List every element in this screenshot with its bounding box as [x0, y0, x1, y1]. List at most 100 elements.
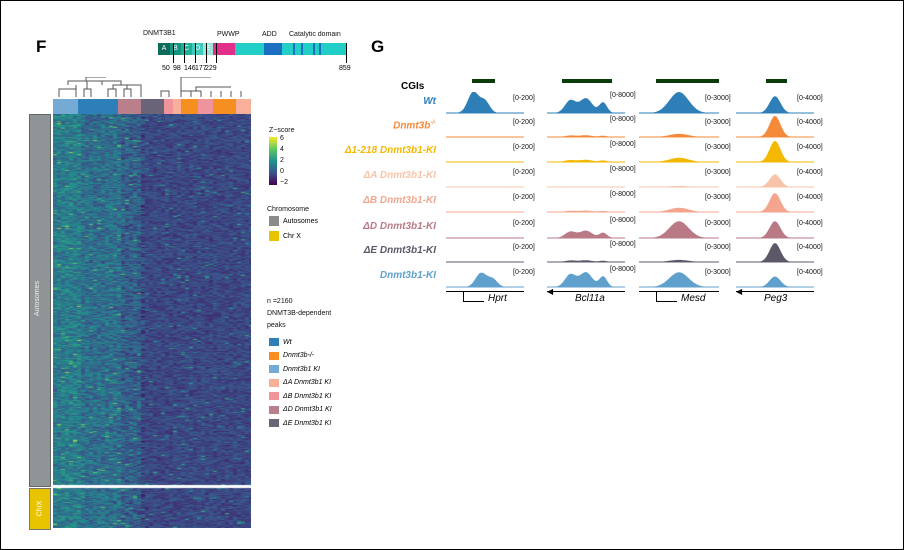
track-range-label: [0-4000]: [797, 119, 823, 126]
legend-swatch: [269, 365, 279, 373]
heatmap: [53, 114, 251, 528]
domain-d: D: [192, 43, 203, 55]
sample-label-6: ΔE Dnmt3b1-KI: [364, 245, 436, 256]
gene-model-line: [547, 291, 625, 292]
sample-label-text: Wt: [423, 96, 436, 107]
track-range-label: [0-200]: [513, 95, 535, 102]
zscore-tick: −2: [280, 179, 288, 186]
tss-arrow-icon: [463, 291, 484, 302]
dendrogram: [58, 77, 242, 97]
cgi-bar: [472, 79, 495, 83]
legend-swatch: [269, 338, 279, 346]
coverage-track-bcl11a: [547, 159, 625, 163]
coverage-track-mesd: [639, 92, 719, 114]
sample-column-annotation: [173, 99, 181, 114]
legend-label: ΔE Dnmt3b1 KI: [283, 419, 332, 427]
legend--a-dnmt3b1-ki: ΔA Dnmt3b1 KI: [269, 378, 332, 387]
legend-swatch: [269, 378, 279, 387]
track-range-label: [0-200]: [513, 244, 535, 251]
coverage-track-hprt: [446, 161, 524, 163]
coverage-track-peg3: [736, 141, 814, 163]
coverage-track-hprt: [446, 211, 524, 213]
sample-column-annotation: [236, 99, 251, 114]
position-label: 177: [195, 65, 207, 72]
coverage-track-mesd: [639, 221, 719, 239]
coverage-track-peg3: [736, 96, 814, 114]
domain-label-catalytic: Catalytic domain: [289, 31, 341, 38]
domain-c: C: [181, 43, 192, 55]
legend-label: ΔA Dnmt3b1 KI: [283, 379, 332, 386]
legend-label: Dnmt3b1 KI: [283, 365, 320, 373]
coverage-track-bcl11a: [547, 272, 625, 288]
sample-label-text: Dnmt3b: [393, 120, 431, 132]
sample-label-2: Δ1-218 Dnmt3b1-KI: [345, 145, 436, 156]
track-range-label: [0-200]: [513, 269, 535, 276]
position-tick: [216, 43, 217, 63]
position-tick: [195, 43, 196, 63]
chrx-bar: ChrX: [29, 488, 51, 530]
sample-column-annotation: [141, 99, 164, 114]
track-range-label: [0-200]: [513, 144, 535, 151]
protein-name: DNMT3B1: [143, 30, 176, 37]
track-range-label: [0-3000]: [705, 269, 731, 276]
coverage-track-bcl11a: [547, 186, 625, 188]
track-range-label: [0-4000]: [797, 194, 823, 201]
sample-column-annotation: [78, 99, 118, 114]
track-range-label: [0-3000]: [705, 220, 731, 227]
catalytic-motif: [293, 43, 295, 55]
track-range-label: [0-4000]: [797, 244, 823, 251]
sample-label-text: Dnmt3b1-KI: [379, 270, 436, 281]
domain-label-pwwp: PWWP: [217, 31, 240, 38]
track-range-label: [0-200]: [513, 194, 535, 201]
track-range-label: [0-8000]: [610, 266, 636, 273]
legend-autosomes: Autosomes: [269, 216, 318, 226]
zscore-tick: 2: [280, 157, 284, 164]
track-range-label: [0-3000]: [705, 95, 731, 102]
panel-g-label: G: [371, 37, 385, 56]
panel-f-label: F: [36, 37, 47, 56]
cgi-label: CGIs: [401, 81, 425, 92]
gene-name-bcl11a: Bcl11a: [575, 293, 605, 304]
position-label: 859: [339, 65, 351, 72]
tss-arrow-icon: ◀: [547, 287, 554, 296]
track-range-label: [0-4000]: [797, 95, 823, 102]
sample-label-text: ΔE Dnmt3b1-KI: [363, 245, 436, 256]
sample-label-0: Wt: [423, 96, 436, 107]
coverage-track-hprt: [446, 261, 524, 263]
coverage-track-bcl11a: [547, 260, 625, 263]
tss-arrow-icon: ◀: [736, 287, 743, 296]
track-range-label: [0-4000]: [797, 269, 823, 276]
coverage-track-peg3: [736, 221, 814, 239]
autosomes-label: Autosomes: [34, 280, 42, 317]
legend-wt: Wt: [269, 338, 292, 346]
sample-column-annotation: [164, 99, 173, 114]
coverage-track-hprt: [446, 92, 524, 114]
track-range-label: [0-8000]: [610, 241, 636, 248]
coverage-track-mesd: [639, 133, 719, 138]
catalytic-motif: [319, 43, 321, 55]
position-label: 146: [184, 65, 196, 72]
coverage-track-mesd: [639, 157, 719, 163]
sample-label-3: ΔA Dnmt3b1-KI: [364, 170, 436, 181]
sample-label-text: Δ1-218 Dnmt3b1-KI: [344, 145, 436, 156]
cgi-bar: [562, 79, 612, 83]
gene-name-hprt: Hprt: [488, 293, 507, 304]
catalytic-motif: [301, 43, 303, 55]
zscore-tick: 6: [280, 135, 284, 142]
track-range-label: [0-3000]: [705, 144, 731, 151]
sample-label-superscript: -/-: [430, 120, 436, 126]
track-range-label: [0-8000]: [610, 141, 636, 148]
sample-column-annotation: [118, 99, 141, 114]
peak-count: n =2160 DNMT3B-dependent peaks: [267, 298, 332, 329]
zscore-tick: 0: [280, 168, 284, 175]
coverage-track-mesd: [639, 185, 719, 188]
track-range-label: [0-3000]: [705, 244, 731, 251]
position-tick: [173, 43, 174, 63]
legend-label: Dnmt3b-/-: [283, 352, 315, 359]
sample-label-7: Dnmt3b1-KI: [380, 270, 436, 281]
track-range-label: [0-8000]: [610, 116, 636, 123]
coverage-track-bcl11a: [547, 210, 625, 213]
gene-model-line: [639, 291, 719, 292]
legend-dnmt3b-: Dnmt3b-/-: [269, 351, 315, 360]
